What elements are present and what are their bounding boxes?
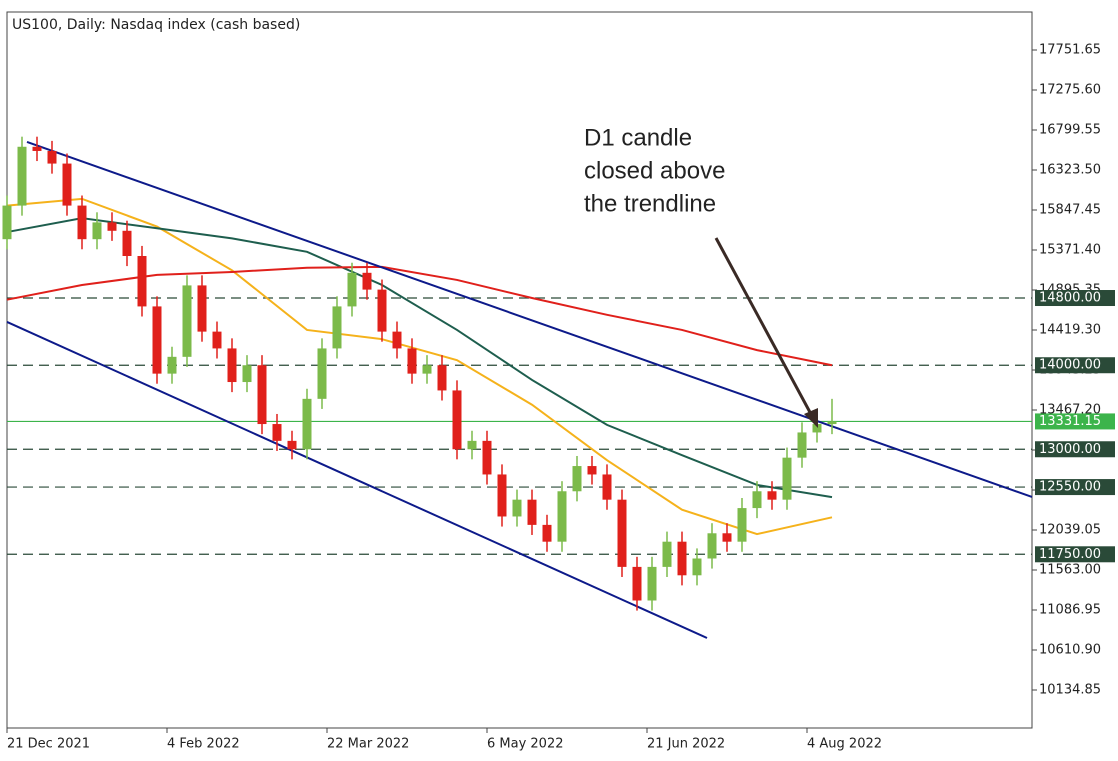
x-tick-label: 22 Mar 2022 <box>327 737 409 752</box>
level-label-box <box>1035 479 1115 496</box>
candle-body <box>542 524 552 542</box>
candle-body <box>407 348 417 374</box>
moving-average <box>6 217 833 499</box>
level-label: 13000.00 <box>1039 442 1101 457</box>
y-tick-label: 11086.95 <box>1039 602 1101 617</box>
candle-body <box>527 499 537 525</box>
candle-body <box>197 285 207 332</box>
y-tick-label: 10610.90 <box>1039 642 1101 657</box>
level-label-box <box>1035 441 1115 458</box>
candle-body <box>587 466 597 475</box>
y-tick-label: 11563.00 <box>1039 562 1101 577</box>
level-label-box <box>1035 290 1115 307</box>
candle-body <box>242 365 252 383</box>
x-tick-label: 21 Dec 2021 <box>7 737 90 752</box>
y-tick-label: 17275.60 <box>1039 83 1101 98</box>
level-label-box <box>1035 357 1115 374</box>
candle-body <box>317 348 327 399</box>
candle-body <box>167 356 177 374</box>
level-label: 13331.15 <box>1039 414 1101 429</box>
candle-body <box>257 365 267 425</box>
x-tick-label: 4 Aug 2022 <box>807 737 882 752</box>
x-tick-label: 21 Jun 2022 <box>647 737 725 752</box>
trendline <box>26 141 1033 498</box>
candle-body <box>572 466 582 492</box>
y-tick-label: 12039.05 <box>1039 522 1101 537</box>
candle-body <box>662 541 672 567</box>
candle-body <box>617 499 627 567</box>
y-tick-label: 17751.65 <box>1039 43 1101 58</box>
candle-body <box>797 432 807 458</box>
candle-body <box>737 508 747 542</box>
candle-body <box>437 365 447 391</box>
candle-body <box>137 255 147 307</box>
candle-body <box>602 474 612 500</box>
candle-body <box>77 205 87 240</box>
candle-body <box>2 205 12 240</box>
annotation: the trendline <box>584 190 716 217</box>
candle-body <box>62 163 72 206</box>
candle-body <box>32 146 42 151</box>
candle-body <box>347 272 357 307</box>
annotation: closed above <box>584 157 725 184</box>
candle-body <box>92 222 102 240</box>
candle-body <box>812 424 822 433</box>
candle-body <box>392 331 402 349</box>
candle-body <box>422 365 432 374</box>
y-tick-label: 16323.50 <box>1039 163 1101 178</box>
candle-body <box>557 491 567 542</box>
trendline <box>6 321 708 639</box>
candle-body <box>287 440 297 450</box>
candle-body <box>482 440 492 475</box>
annotation-arrow <box>714 237 814 417</box>
candle-body <box>752 491 762 509</box>
annotation: D1 candle <box>584 124 692 151</box>
y-tick-label: 16799.55 <box>1039 123 1101 138</box>
level-label-box <box>1035 546 1115 563</box>
candle-body <box>272 424 282 441</box>
candle-body <box>767 491 777 500</box>
candle-body <box>362 272 372 290</box>
y-tick-label: 14419.30 <box>1039 323 1101 338</box>
candle-body <box>152 306 162 374</box>
candle-body <box>227 348 237 383</box>
candle-body <box>17 146 27 206</box>
chart-title: US100, Daily: Nasdaq index (cash based) <box>12 17 300 33</box>
candle-body <box>452 390 462 450</box>
candle-body <box>302 398 312 450</box>
moving-average <box>6 197 833 536</box>
y-tick-label: 15847.45 <box>1039 203 1101 218</box>
candle-body <box>512 499 522 517</box>
candle-body <box>677 541 687 576</box>
y-tick-label: 10134.85 <box>1039 682 1101 697</box>
level-label-box <box>1035 413 1115 430</box>
candle-body <box>827 421 837 425</box>
x-tick-label: 6 May 2022 <box>487 737 564 752</box>
y-tick-label: 15371.40 <box>1039 243 1101 258</box>
candle-body <box>707 533 717 559</box>
candle-body <box>692 558 702 576</box>
candle-body <box>212 331 222 349</box>
candle-body <box>122 230 132 256</box>
x-tick-label: 4 Feb 2022 <box>167 737 240 752</box>
candle-body <box>332 306 342 349</box>
candle-body <box>467 440 477 450</box>
level-label: 11750.00 <box>1039 547 1101 562</box>
candle-body <box>497 474 507 517</box>
candle-body <box>647 566 657 601</box>
candle-body <box>182 285 192 357</box>
candle-body <box>782 457 792 500</box>
candle-body <box>722 533 732 542</box>
annotation-arrowhead <box>804 408 818 428</box>
level-label: 14800.00 <box>1039 291 1101 306</box>
level-label: 14000.00 <box>1039 358 1101 373</box>
candle-body <box>107 222 117 231</box>
candle-body <box>377 289 387 332</box>
candle-body <box>47 150 57 164</box>
candle-body <box>632 566 642 601</box>
level-label: 12550.00 <box>1039 480 1101 495</box>
